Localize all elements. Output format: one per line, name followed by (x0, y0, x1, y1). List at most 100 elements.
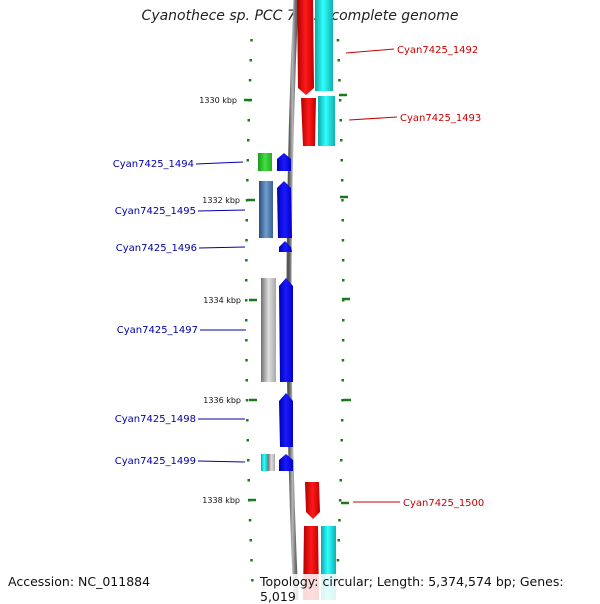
gene-label-cyan7425-1497[interactable]: Cyan7425_1497 (117, 325, 246, 336)
gene-label-cyan7425-1500[interactable]: Cyan7425_1500 (353, 498, 484, 509)
minor-tick-right (341, 219, 344, 222)
minor-tick-right (341, 379, 344, 382)
minor-tick-right (340, 419, 344, 422)
gene-label-text: Cyan7425_1498 (115, 414, 196, 425)
minor-tick-right (339, 119, 342, 122)
minor-tick-right (340, 459, 343, 462)
minor-tick-left (245, 239, 248, 242)
gene-label-cyan7425-1494[interactable]: Cyan7425_1494 (113, 159, 244, 170)
gene-arrow-cyan7425-1498[interactable] (279, 393, 293, 447)
gene-arrow-cyan7425-1494[interactable] (277, 153, 291, 171)
minor-tick-right (336, 39, 340, 42)
minor-tick-left (246, 439, 249, 442)
gene-arrow-cyan7425-1499[interactable] (279, 454, 293, 471)
minor-tick-left (247, 119, 250, 122)
minor-tick-left (249, 59, 252, 62)
gene-arrow-cyan7425-1495[interactable] (277, 181, 292, 238)
minor-tick-right (341, 199, 344, 202)
minor-tick-left (245, 259, 248, 262)
accession-text: Accession: NC_011884 (8, 574, 151, 589)
scale-tick-label: 1330 kbp (199, 96, 237, 105)
gene-label-cyan7425-1496[interactable]: Cyan7425_1496 (116, 243, 246, 254)
minor-tick-left (247, 139, 250, 142)
minor-tick-right (338, 79, 341, 82)
minor-tick-left (245, 359, 248, 362)
reverse-strand-track (258, 153, 293, 471)
minor-tick-right (341, 339, 345, 342)
scale-tick-label: 1336 kbp (203, 396, 241, 405)
gene-arrow-cyan7425-1496[interactable] (279, 241, 292, 252)
gene-label-cyan7425-1499[interactable]: Cyan7425_1499 (115, 456, 246, 467)
minor-tick-left (245, 379, 248, 382)
minor-tick-right (336, 559, 340, 562)
minor-tick-right (342, 279, 345, 282)
scale-tick-label: 1338 kbp (202, 496, 240, 505)
cog-box-cyan7425-1493 (318, 96, 335, 146)
minor-tick-left (245, 399, 249, 402)
minor-tick-right (341, 259, 345, 262)
minor-tick-left (247, 479, 250, 482)
gene-label-cyan7425-1493[interactable]: Cyan7425_1493 (348, 113, 481, 124)
forward-strand-track (297, 0, 336, 600)
minor-tick-left (250, 559, 253, 562)
scale-tick: 1338 kbp (202, 496, 349, 505)
cog-box-cyan7425-1492 (315, 0, 333, 91)
scale-ticks: 1330 kbp 1332 kbp 1334 kbp 1336 kbp 1338… (199, 93, 351, 505)
minor-tick-left (245, 279, 248, 282)
cog-box-cyan7425-1494 (258, 153, 272, 171)
minor-tick-right (337, 59, 340, 62)
scale-tick: 1332 kbp (202, 195, 348, 205)
cog-box-cyan7425-1497 (261, 278, 276, 382)
gene-label-text: Cyan7425_1493 (400, 113, 481, 124)
tick-dots (245, 39, 345, 582)
minor-tick-left (246, 419, 249, 422)
gene-label-text: Cyan7425_1494 (113, 159, 194, 170)
cog-box-cyan7425-1499 (261, 454, 268, 471)
minor-tick-right (341, 399, 344, 402)
gene-arrow-cyan7425-1497[interactable] (279, 278, 293, 382)
minor-tick-left (248, 519, 252, 522)
scale-tick: 1336 kbp (203, 396, 351, 405)
minor-tick-right (340, 159, 343, 162)
scale-tick-label: 1334 kbp (203, 296, 241, 305)
minor-tick-right (341, 359, 345, 362)
minor-tick-left (251, 579, 254, 582)
minor-tick-right (341, 239, 345, 242)
minor-tick-right (340, 139, 343, 142)
gene-label-text: Cyan7425_1492 (397, 45, 478, 56)
cog-box-cyan7425-1495 (259, 181, 273, 238)
genome-summary-text: Topology: circular; Length: 5,374,574 bp… (260, 574, 600, 604)
minor-tick-left (249, 539, 252, 542)
minor-tick-left (246, 179, 249, 182)
gene-label-text: Cyan7425_1499 (115, 456, 196, 467)
gene-labels: Cyan7425_1492 Cyan7425_1493 Cyan7425_149… (113, 45, 485, 509)
gene-label-cyan7425-1492[interactable]: Cyan7425_1492 (345, 45, 478, 56)
minor-tick-left (245, 319, 248, 322)
gene-label-text: Cyan7425_1496 (116, 243, 197, 254)
gene-arrow-cyan7425-1492[interactable] (297, 0, 314, 95)
gene-label-text: Cyan7425_1497 (117, 325, 198, 336)
gene-label-text: Cyan7425_1500 (403, 498, 484, 509)
minor-tick-left (245, 299, 248, 302)
minor-tick-left (246, 159, 249, 162)
minor-tick-right (337, 539, 340, 542)
minor-tick-left (245, 339, 248, 342)
gene-label-cyan7425-1498[interactable]: Cyan7425_1498 (115, 414, 245, 425)
scale-tick: 1330 kbp (199, 93, 347, 105)
minor-tick-right (338, 99, 342, 102)
minor-tick-left (247, 459, 250, 462)
minor-tick-left (245, 219, 248, 222)
scale-tick-label: 1332 kbp (202, 196, 240, 205)
minor-tick-right (338, 519, 341, 522)
cog-box-cyan7425-1499b (268, 454, 275, 471)
minor-tick-right (340, 439, 343, 442)
gene-arrow-cyan7425-1500[interactable] (305, 482, 320, 519)
gene-label-text: Cyan7425_1495 (115, 206, 196, 217)
minor-tick-right (340, 179, 344, 182)
minor-tick-left (250, 39, 253, 42)
scale-tick: 1334 kbp (203, 296, 350, 305)
minor-tick-right (338, 499, 342, 502)
gene-arrow-cyan7425-1493[interactable] (301, 98, 316, 146)
gene-label-cyan7425-1495[interactable]: Cyan7425_1495 (115, 206, 246, 217)
